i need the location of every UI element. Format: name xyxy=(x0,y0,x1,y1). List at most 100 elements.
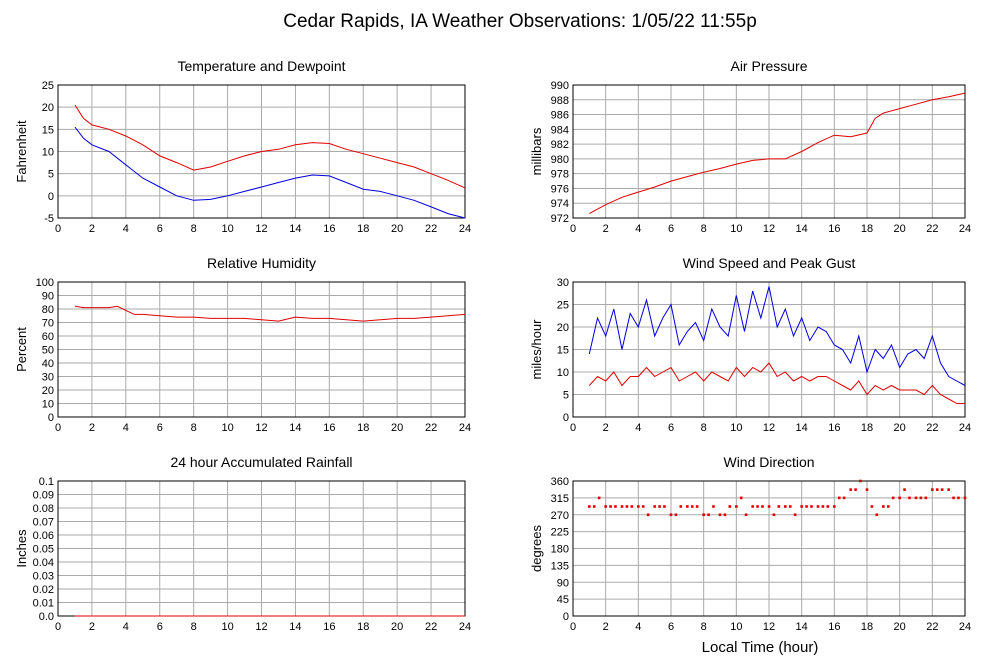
rainfall-y-tick-label: 0.09 xyxy=(33,490,54,502)
wind-direction-point xyxy=(761,505,764,508)
wind-direction-point xyxy=(865,488,869,491)
humidity-y-tick-label: 70 xyxy=(42,318,54,330)
wind-direction-point xyxy=(886,505,890,508)
wind-speed-x-tick-label: 14 xyxy=(796,422,808,434)
pressure-y-tick-label: 976 xyxy=(551,183,569,195)
pressure-y-tick-label: 982 xyxy=(551,139,569,151)
wind-speed-y-tick-label: 15 xyxy=(557,345,569,357)
wind-direction-point xyxy=(739,496,743,500)
pressure-x-tick-label: 10 xyxy=(730,223,742,235)
rainfall-x-tick-label: 12 xyxy=(255,621,267,633)
wind-direction-point xyxy=(712,505,715,508)
rainfall-x-tick-label: 24 xyxy=(459,621,471,633)
rainfall-y-tick-label: 0.06 xyxy=(33,530,54,542)
wind-direction-point xyxy=(702,513,705,517)
humidity-series-line-1 xyxy=(74,305,466,322)
wind-direction-point xyxy=(924,496,928,500)
wind-direction-point xyxy=(875,513,879,517)
wind-direction-point xyxy=(788,505,792,508)
wind-direction-y-tick-label: 135 xyxy=(551,560,569,572)
temperature-x-tick-label: 12 xyxy=(255,223,267,235)
humidity-y-axis-label: Percent xyxy=(14,327,29,372)
wind-direction-point xyxy=(767,505,771,508)
wind-direction-y-tick-label: 90 xyxy=(557,577,569,589)
wind-direction-point xyxy=(751,505,754,508)
pressure-y-tick-label: 990 xyxy=(551,80,569,92)
humidity-y-tick-label: 20 xyxy=(42,385,54,397)
wind-direction-point xyxy=(637,505,640,508)
wind-direction-point xyxy=(658,505,661,508)
temperature-series-line-1 xyxy=(74,104,466,189)
rainfall-x-tick-label: 0 xyxy=(55,621,61,633)
pressure-y-axis-label: millibars xyxy=(529,127,544,175)
temperature-x-tick-label: 16 xyxy=(323,223,335,235)
rainfall-x-tick-label: 8 xyxy=(191,621,197,633)
temperature-plot-frame xyxy=(57,84,466,219)
wind-direction-point xyxy=(646,513,650,517)
pressure-x-tick-label: 22 xyxy=(926,223,938,235)
page-title: Cedar Rapids, IA Weather Observations: 1… xyxy=(283,11,757,32)
humidity-plot-frame xyxy=(57,281,466,418)
humidity-x-tick-label: 10 xyxy=(221,422,233,434)
rainfall-y-tick-label: 0.0 xyxy=(39,611,54,623)
wind-direction-point xyxy=(630,505,634,508)
wind-direction-x-tick-label: 10 xyxy=(730,621,742,633)
temperature-y-tick-label: 20 xyxy=(42,102,54,114)
pressure-y-tick-label: 984 xyxy=(551,124,569,136)
wind-direction-point xyxy=(588,505,591,508)
temperature-chart-title: Temperature and Dewpoint xyxy=(177,58,345,74)
humidity-x-tick-label: 24 xyxy=(459,422,471,434)
wind-speed-x-tick-label: 6 xyxy=(668,422,674,434)
rainfall-x-tick-label: 18 xyxy=(357,621,369,633)
wind-direction-point xyxy=(718,513,722,517)
wind-direction-x-tick-label: 18 xyxy=(861,621,873,633)
wind-direction-point xyxy=(914,496,918,500)
wind-speed-x-tick-label: 20 xyxy=(894,422,906,434)
pressure-plot-frame xyxy=(572,84,966,219)
wind-direction-point xyxy=(816,505,820,508)
wind-direction-point xyxy=(882,505,885,508)
wind-direction-point xyxy=(963,496,967,500)
temperature-series-line-2 xyxy=(74,126,466,219)
wind-direction-y-tick-label: 225 xyxy=(551,527,569,539)
wind-direction-point xyxy=(821,505,825,508)
wind-direction-point xyxy=(669,513,673,517)
pressure-x-tick-label: 12 xyxy=(763,223,775,235)
wind-direction-point xyxy=(609,505,612,508)
pressure-y-tick-label: 988 xyxy=(551,95,569,107)
wind-direction-y-axis-label: degrees xyxy=(529,525,544,572)
pressure-x-tick-label: 4 xyxy=(635,223,641,235)
wind-direction-point xyxy=(870,505,874,508)
wind-direction-point xyxy=(772,513,776,517)
wind-direction-x-tick-label: 14 xyxy=(796,621,808,633)
wind-speed-chart-title: Wind Speed and Peak Gust xyxy=(683,255,856,271)
temperature-x-tick-label: 18 xyxy=(357,223,369,235)
wind-direction-point xyxy=(744,513,748,517)
wind-speed-x-tick-label: 18 xyxy=(861,422,873,434)
wind-speed-x-tick-label: 4 xyxy=(635,422,641,434)
wind-direction-point xyxy=(723,513,727,517)
wind-direction-point xyxy=(805,505,808,508)
rainfall-chart-title: 24 hour Accumulated Rainfall xyxy=(170,454,352,470)
wind-direction-x-tick-label: 24 xyxy=(959,621,971,633)
temperature-x-tick-label: 2 xyxy=(89,223,95,235)
wind-direction-point xyxy=(728,505,732,508)
humidity-chart-title: Relative Humidity xyxy=(207,255,316,271)
wind-direction-point xyxy=(620,505,624,508)
wind-speed-x-tick-label: 12 xyxy=(763,422,775,434)
temperature-x-tick-label: 22 xyxy=(425,223,437,235)
wind-direction-point xyxy=(854,488,857,491)
wind-direction-point xyxy=(837,496,841,500)
humidity-x-tick-label: 0 xyxy=(55,422,61,434)
wind-direction-point xyxy=(833,505,836,508)
wind-direction-point xyxy=(919,496,923,500)
humidity-y-tick-label: 60 xyxy=(42,331,54,343)
wind-direction-point xyxy=(597,496,601,500)
wind-speed-y-tick-label: 0 xyxy=(563,412,569,424)
wind-direction-point xyxy=(679,505,683,508)
humidity-x-tick-label: 4 xyxy=(123,422,129,434)
wind-direction-point xyxy=(686,505,689,508)
wind-speed-y-tick-label: 30 xyxy=(557,277,569,289)
wind-direction-point xyxy=(952,496,955,500)
rainfall-x-tick-label: 14 xyxy=(289,621,301,633)
